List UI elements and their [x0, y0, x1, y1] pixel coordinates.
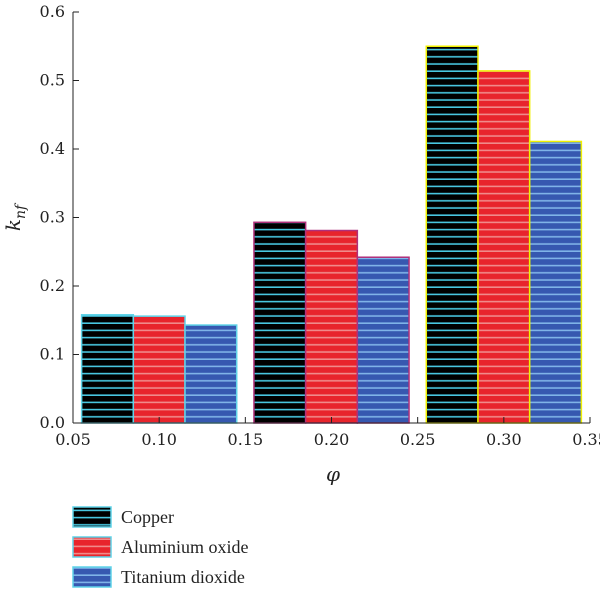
y-tick-label: 0.2: [40, 276, 65, 295]
bar-titanium-dioxide-2: [528, 140, 583, 424]
legend-swatch-copper: [72, 506, 112, 528]
y-tick-label: 0.0: [40, 413, 65, 432]
bar-copper-2: [425, 45, 479, 424]
y-tick-label: 0.3: [40, 208, 65, 227]
x-tick-label: 0.25: [400, 430, 436, 449]
y-tick-label: 0.4: [40, 139, 65, 158]
legend-label: Aluminium oxide: [121, 537, 249, 557]
y-axis-label: knf: [1, 202, 29, 231]
x-tick-label: 0.05: [55, 430, 91, 449]
y-tick-label: 0.5: [40, 71, 65, 90]
x-axis-label: φ: [326, 462, 340, 486]
bars-group: [80, 45, 583, 424]
bar-titanium-dioxide-0: [184, 324, 238, 424]
y-tick-label: 0.6: [40, 2, 65, 21]
legend-label: Titanium dioxide: [121, 567, 245, 587]
y-axis-label-sub: nf: [13, 202, 29, 219]
x-tick-label: 0.20: [314, 430, 350, 449]
x-tick-label: 0.35: [572, 430, 600, 449]
bar-titanium-dioxide-1: [356, 256, 410, 424]
bar-aluminium-oxide-0: [132, 315, 186, 424]
bar-aluminium-oxide-1: [304, 229, 359, 424]
y-tick-label: 0.1: [40, 345, 65, 364]
x-tick-label: 0.30: [486, 430, 522, 449]
bar-copper-1: [253, 221, 307, 424]
legend-label: Copper: [121, 507, 174, 527]
x-tick-label: 0.15: [228, 430, 264, 449]
x-tick-label: 0.10: [141, 430, 177, 449]
bar-copper-0: [80, 314, 135, 424]
legend-swatch-aluminium-oxide: [72, 536, 112, 558]
bar-aluminium-oxide-2: [477, 70, 531, 424]
y-axis-label-main: k: [1, 219, 25, 231]
legend: Copper Aluminium oxide Titanium dioxide: [72, 506, 249, 588]
legend-swatch-titanium-dioxide: [72, 566, 112, 588]
axes-group: 0.0 0.1 0.2 0.3 0.4 0.5 0.6 0.05 0.10 0.15 0.20 0.2…: [40, 2, 600, 449]
